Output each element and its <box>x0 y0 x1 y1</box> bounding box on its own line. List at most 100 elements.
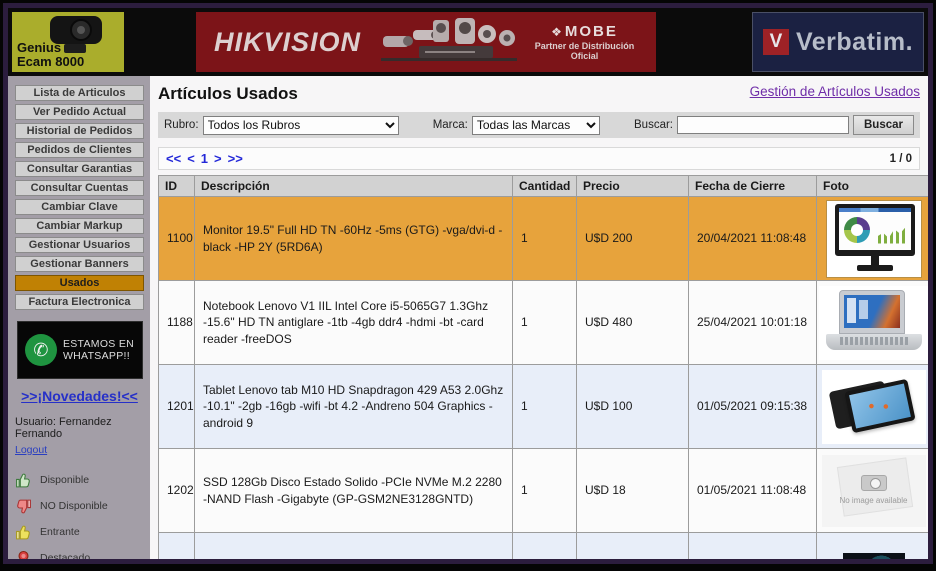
webcam-lens-icon <box>70 19 92 41</box>
sidebar-item-gestionar-banners[interactable]: Gestionar Banners <box>15 256 144 272</box>
sidebar-item-cambiar-markup[interactable]: Cambiar Markup <box>15 218 144 234</box>
table-row-1203[interactable]: 1203 Placa Pci-E 2gb Nvidia GeForce GT 7… <box>158 532 928 559</box>
table-row-1188[interactable]: 1188 Notebook Lenovo V1 IIL Intel Core i… <box>158 280 928 365</box>
cell-cantidad: 1 <box>512 532 577 559</box>
buscar-label: Buscar: <box>634 119 673 131</box>
status-legend: Disponible NO Disponible <box>15 472 144 559</box>
camera-cluster-icon <box>381 18 518 61</box>
pagination-bar: << < 1 > >> 1 / 0 <box>158 147 920 170</box>
rubro-select[interactable]: Todos los Rubros <box>202 115 399 135</box>
cell-id: 1202 <box>158 448 195 533</box>
ribbon-red-icon <box>18 550 29 559</box>
cell-precio: U$D 18 <box>576 448 689 533</box>
mobe-logo: MOBE <box>564 23 618 40</box>
cell-descripcion: SSD 128Gb Disco Estado Solido -PCIe NVMe… <box>194 448 513 533</box>
cell-descripcion: Monitor 19.5" Full HD TN -60Hz -5ms (GTG… <box>194 196 513 281</box>
table-row-1202[interactable]: 1202 SSD 128Gb Disco Estado Solido -PCIe… <box>158 448 928 533</box>
search-input[interactable] <box>677 116 849 134</box>
legend-item-disponible: Disponible <box>15 472 144 489</box>
hikvision-logo: HIKVISION <box>214 26 362 57</box>
whatsapp-banner[interactable]: ✆ ESTAMOS EN WHATSAPP!! <box>16 321 143 379</box>
sidebar-item-pedidos-de-clientes[interactable]: Pedidos de Clientes <box>15 142 144 158</box>
sidebar-item-consultar-cuentas[interactable]: Consultar Cuentas <box>15 180 144 196</box>
pagination-last[interactable]: >> <box>227 151 243 166</box>
sidebar-item-gestionar-usuarios[interactable]: Gestionar Usuarios <box>15 237 144 253</box>
articulos-table: ID Descripción Cantidad Precio Fecha de … <box>158 175 928 559</box>
main-content: Artículos Usados Gestión de Artículos Us… <box>150 76 928 559</box>
hikvision-ad-banner[interactable]: HIKVISION ❖ MOBE Partner de Distribución… <box>196 12 656 72</box>
sidebar: Lista de Articulos Ver Pedido Actual His… <box>8 76 150 559</box>
cell-fecha: 20/04/2021 11:08:48 <box>688 196 817 281</box>
verbatim-v-icon: V <box>762 29 789 55</box>
logout-link[interactable]: Logout <box>15 444 48 456</box>
user-name: Fernandez Fernando <box>15 416 112 440</box>
rubro-label: Rubro: <box>164 119 199 131</box>
thumbs-up-green-icon <box>16 473 30 488</box>
mobe-icon: ❖ <box>551 24 562 39</box>
no-image-text: No image available <box>839 495 908 505</box>
table-row-1100[interactable]: 1100 Monitor 19.5" Full HD TN -60Hz -5ms… <box>158 196 928 281</box>
col-header-fecha: Fecha de Cierre <box>688 175 817 197</box>
sidebar-item-factura-electronica[interactable]: Factura Electronica <box>15 294 144 310</box>
cell-cantidad: 1 <box>512 364 577 449</box>
marca-label: Marca: <box>432 119 468 131</box>
sidebar-item-lista-de-articulos[interactable]: Lista de Articulos <box>15 85 144 101</box>
product-photo-laptop <box>819 285 928 360</box>
genius-ad-banner[interactable]: Genius Ecam 8000 <box>12 12 124 72</box>
novedades-link[interactable]: >>¡Novedades!<< <box>21 388 138 404</box>
verbatim-ad-banner[interactable]: V Verbatim. <box>752 12 924 72</box>
cell-id: 1188 <box>158 280 195 365</box>
product-photo-gpu-box <box>842 552 905 559</box>
cell-id: 1201 <box>158 364 195 449</box>
cell-fecha: 25/04/2021 10:01:18 <box>688 280 817 365</box>
genius-banner-label: Genius Ecam 8000 <box>17 40 85 69</box>
sidebar-item-historial-de-pedidos[interactable]: Historial de Pedidos <box>15 123 144 139</box>
cell-descripcion: Tablet Lenovo tab M10 HD Snapdragon 429 … <box>194 364 513 449</box>
cell-cantidad: 1 <box>512 448 577 533</box>
pagination-next[interactable]: > <box>214 151 222 166</box>
cell-fecha: 01/05/2021 09:15:38 <box>688 364 817 449</box>
user-line: Usuario: Fernandez Fernando <box>15 416 144 440</box>
marca-select[interactable]: Todas las Marcas <box>471 115 600 135</box>
mobe-partner-block: ❖ MOBE Partner de Distribución Oficial <box>525 23 644 61</box>
product-photo-monitor <box>825 199 922 278</box>
verbatim-logo: Verbatim. <box>795 27 914 56</box>
camera-placeholder-icon <box>860 474 887 491</box>
cell-id: 1203 <box>158 532 195 559</box>
cell-descripcion: Notebook Lenovo V1 IIL Intel Core i5-506… <box>194 280 513 365</box>
sidebar-item-cambiar-clave[interactable]: Cambiar Clave <box>15 199 144 215</box>
pagination-page-1[interactable]: 1 <box>200 151 209 166</box>
legend-item-destacado: Destacado <box>15 550 144 559</box>
partner-text: Partner de Distribución Oficial <box>534 41 635 61</box>
cell-precio: U$D 200 <box>576 196 689 281</box>
pagination-first[interactable]: << <box>166 151 182 166</box>
gestion-articulos-usados-link[interactable]: Gestión de Artículos Usados <box>749 84 920 99</box>
whatsapp-banner-text: ESTAMOS EN WHATSAPP!! <box>62 338 135 362</box>
page-title: Artículos Usados <box>158 84 298 103</box>
legend-item-entrante: Entrante <box>15 524 144 541</box>
cell-fecha: 01/05/2021 15:25:48 <box>688 532 817 559</box>
product-photo-no-image: No image available <box>821 454 926 527</box>
sidebar-item-usados[interactable]: Usados <box>15 275 144 291</box>
search-button[interactable]: Buscar <box>853 115 914 135</box>
cell-fecha: 01/05/2021 11:08:48 <box>688 448 817 533</box>
filter-bar: Rubro: Todos los Rubros Marca: Todas las… <box>158 112 920 138</box>
sidebar-item-ver-pedido-actual[interactable]: Ver Pedido Actual <box>15 104 144 120</box>
product-photo-tablet <box>821 369 926 444</box>
whatsapp-icon: ✆ <box>24 334 57 366</box>
cell-cantidad: 1 <box>512 196 577 281</box>
col-header-foto: Foto <box>816 175 928 197</box>
cell-descripcion: Placa Pci-E 2gb Nvidia GeForce GT 710 -d… <box>194 532 513 559</box>
pagination-prev[interactable]: < <box>187 151 195 166</box>
col-header-cantidad: Cantidad <box>512 175 577 197</box>
cell-precio: U$D 480 <box>576 280 689 365</box>
cell-cantidad: 1 <box>512 280 577 365</box>
sidebar-item-consultar-garantias[interactable]: Consultar Garantias <box>15 161 144 177</box>
col-header-descripcion: Descripción <box>194 175 513 197</box>
cell-precio: U$D 100 <box>576 364 689 449</box>
thumb-yellow-icon <box>16 525 30 540</box>
table-row-1201[interactable]: 1201 Tablet Lenovo tab M10 HD Snapdragon… <box>158 364 928 449</box>
col-header-precio: Precio <box>576 175 689 197</box>
legend-item-no-disponible: NO Disponible <box>15 498 144 515</box>
